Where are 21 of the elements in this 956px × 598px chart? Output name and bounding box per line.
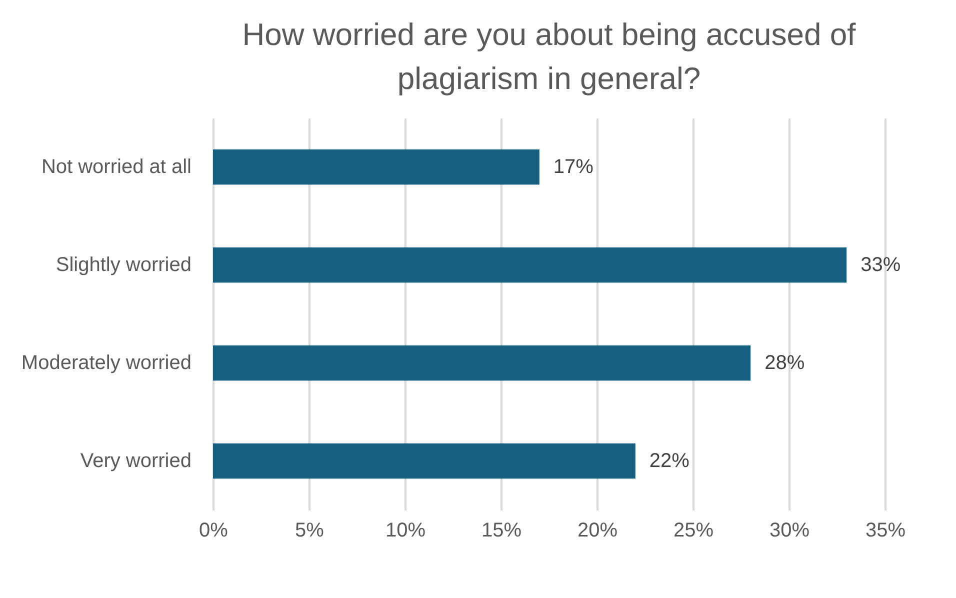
data-label: 17% (553, 156, 594, 178)
y-tick-label: Moderately worried (21, 352, 192, 374)
x-tick-label: 0% (199, 520, 228, 542)
bar (213, 345, 751, 381)
data-label: 22% (649, 450, 690, 472)
x-tick-label: 20% (577, 520, 618, 542)
bar (213, 149, 540, 185)
bar (213, 247, 847, 283)
x-tick-label: 5% (295, 520, 324, 542)
y-tick-label: Not worried at all (41, 156, 192, 178)
x-tick-label: 15% (481, 520, 522, 542)
data-label: 28% (764, 352, 805, 374)
x-tick-label: 30% (769, 520, 810, 542)
y-tick-label: Slightly worried (56, 254, 192, 276)
y-tick-label: Very worried (80, 450, 192, 472)
chart-title: How worried are you about being accused of plagiarism in general? (242, 17, 856, 96)
data-label: 33% (860, 254, 901, 276)
x-tick-label: 10% (385, 520, 426, 542)
x-tick-label: 25% (673, 520, 714, 542)
bar (213, 443, 636, 479)
x-tick-label: 35% (865, 520, 906, 542)
